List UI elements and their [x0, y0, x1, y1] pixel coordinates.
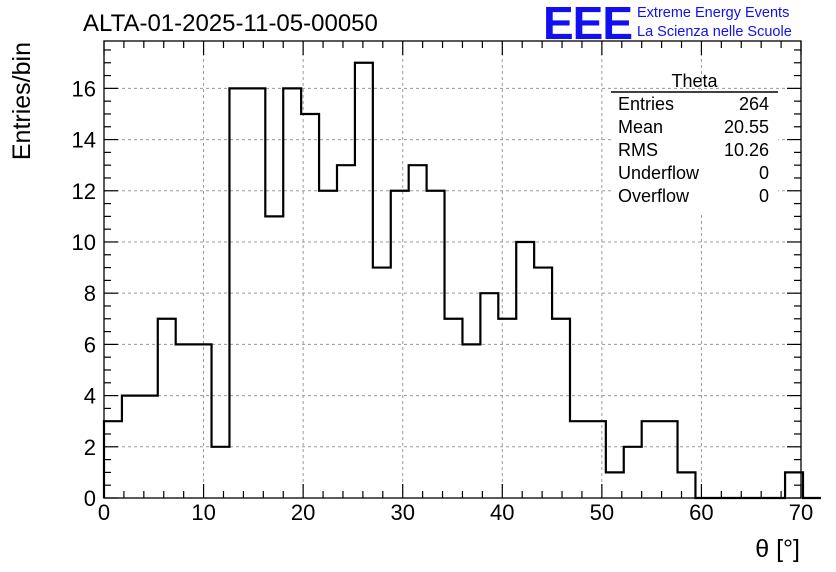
eee-logo-line1: Extreme Energy Events — [637, 5, 790, 21]
histogram-bin — [534, 268, 552, 498]
x-tick-label: 50 — [590, 500, 614, 525]
histogram-bin — [498, 319, 516, 498]
stats-row-label: RMS — [618, 140, 658, 160]
eee-logo-caption: Extreme Energy Events La Scienza nelle S… — [637, 4, 792, 42]
stats-box: Theta Entries 264 Mean 20.55 RMS 10.26 Underflo… — [611, 71, 778, 212]
histogram-bin — [660, 421, 678, 498]
histogram-bin — [229, 88, 247, 498]
histogram-bin — [301, 114, 319, 498]
y-tick-label: 4 — [84, 384, 96, 409]
histogram-bars — [102, 61, 821, 500]
histogram-bin — [265, 216, 283, 498]
x-tick-label: 60 — [689, 500, 713, 525]
histogram-bin — [337, 165, 355, 498]
stats-row-value: 0 — [759, 186, 769, 206]
y-tick-label: 6 — [84, 332, 96, 357]
histogram-bin — [283, 88, 301, 498]
stats-row-value: 10.26 — [724, 140, 769, 160]
x-axis-label: θ [°] — [755, 535, 800, 563]
histogram-outline — [102, 61, 821, 500]
x-tick-label: 10 — [191, 500, 215, 525]
histogram-bin — [158, 319, 176, 498]
stats-row-value: 264 — [739, 94, 769, 114]
y-tick-label: 14 — [72, 128, 96, 153]
stats-row-label: Entries — [618, 94, 674, 114]
plot-frame — [103, 40, 802, 499]
histogram-bin — [194, 344, 212, 498]
histogram-bin — [445, 319, 463, 498]
stats-row-value: 20.55 — [724, 117, 769, 137]
x-tick-label: 70 — [789, 500, 813, 525]
x-tick-label: 0 — [98, 500, 110, 525]
eee-logo-line2: La Scienza nelle Scuole — [637, 24, 792, 40]
stats-box-background — [611, 90, 778, 212]
x-tick-label: 30 — [390, 500, 414, 525]
histogram-bin — [373, 268, 391, 498]
histogram-bin — [247, 88, 265, 498]
y-tick-label: 0 — [84, 486, 96, 511]
histogram-bin — [624, 447, 642, 498]
histogram-bin — [462, 344, 480, 498]
stats-row-label: Underflow — [618, 163, 700, 183]
eee-logo: EEE — [543, 0, 633, 49]
histogram-bin — [409, 165, 427, 498]
y-tick-label: 12 — [72, 179, 96, 204]
x-tick-label: 20 — [291, 500, 315, 525]
histogram-bin — [122, 396, 140, 498]
histogram-bin — [642, 421, 660, 498]
histogram-bin — [176, 344, 194, 498]
axis-ticks — [103, 41, 802, 499]
chart-title: ALTA-01-2025-11-05-00050 — [83, 10, 378, 37]
histogram-bin — [480, 293, 498, 498]
histogram-bin — [355, 63, 373, 498]
histogram-bin — [570, 421, 588, 498]
x-tick-label: 40 — [490, 500, 514, 525]
stats-row-label: Overflow — [618, 186, 690, 206]
histogram-bin — [427, 191, 445, 498]
stats-row-value: 0 — [759, 163, 769, 183]
y-tick-label: 8 — [84, 281, 96, 306]
histogram-bin — [319, 191, 337, 498]
y-tick-label: 16 — [72, 76, 96, 101]
stats-row-label: Mean — [618, 117, 663, 137]
histogram-bin — [552, 319, 570, 498]
stats-box-title: Theta — [671, 71, 718, 91]
y-tick-label: 10 — [72, 230, 96, 255]
y-axis-label: Entries/bin — [8, 42, 36, 160]
histogram-bin — [391, 191, 409, 498]
histogram-bin — [678, 472, 696, 498]
axis-tick-labels: 0 10 20 30 40 50 60 70 0 2 4 6 8 10 12 14 16 — [72, 76, 814, 525]
histogram-bin — [140, 396, 158, 498]
histogram-bin — [588, 421, 606, 498]
histogram-bin — [606, 472, 624, 498]
y-tick-label: 2 — [84, 435, 96, 460]
histogram-bin — [212, 447, 230, 498]
histogram-bin — [516, 242, 534, 498]
